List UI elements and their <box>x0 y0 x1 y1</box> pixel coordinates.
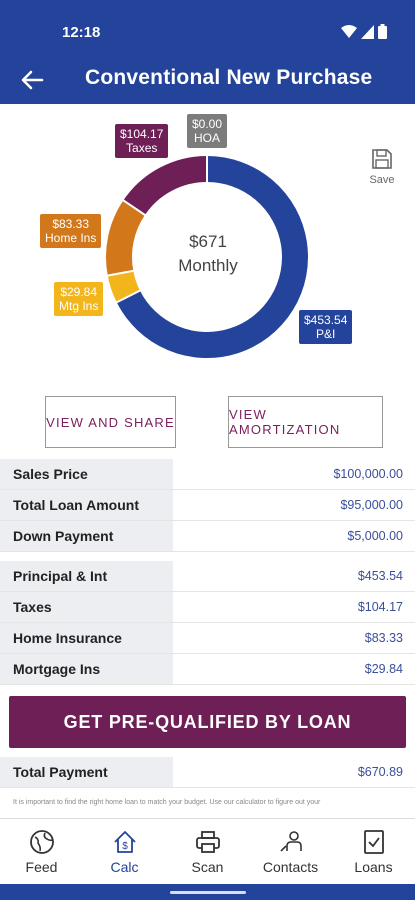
donut-chart <box>106 155 308 358</box>
payment-breakdown-chart: $671 Monthly $104.17 Taxes $0.00 HOA $83… <box>0 104 415 384</box>
callout-pi: $453.54 P&I <box>299 310 353 344</box>
save-label: Save <box>369 174 395 186</box>
slice-pi <box>116 156 308 358</box>
row-label: Mortgage Ins <box>0 654 173 684</box>
checklist-icon <box>363 830 384 854</box>
disclaimer-text: It is important to find the right home l… <box>13 799 321 806</box>
bottom-navigation: Feed $ Calc Scan Contacts Loans <box>0 818 415 884</box>
nav-item-label: Contacts <box>262 859 319 875</box>
callout-taxes-amount: $104.17 <box>120 127 164 141</box>
callout-pi-amount: $453.54 <box>304 313 348 327</box>
table-row: Principal & Int $453.54 <box>0 561 415 592</box>
callout-taxes-label: Taxes <box>126 141 158 155</box>
callout-home-ins-label: Home Ins <box>45 231 97 245</box>
app-bar: Conventional New Purchase <box>0 56 415 104</box>
callout-pi-label: P&I <box>316 327 336 341</box>
view-amortization-button[interactable]: VIEW AMORTIZATION <box>228 396 383 448</box>
table-row: Total Payment $670.89 <box>0 757 415 788</box>
nav-item-label: Calc <box>110 859 139 875</box>
house-dollar-icon: $ <box>113 831 136 853</box>
total-payment-value: $670.89 <box>357 765 403 779</box>
total-payment-table: Total Payment $670.89 <box>0 757 415 788</box>
row-label: Home Insurance <box>0 623 173 653</box>
status-bar: 12:18 <box>0 0 415 56</box>
callout-home-ins-amount: $83.33 <box>52 217 90 231</box>
system-navigation-bar <box>0 884 415 900</box>
slice-divider <box>106 269 135 277</box>
slice-divider <box>121 198 147 217</box>
table-row: Mortgage Ins $29.84 <box>0 654 415 685</box>
row-label: Total Loan Amount <box>0 490 173 520</box>
row-value: $5,000.00 <box>347 529 403 543</box>
row-label: Down Payment <box>0 521 173 551</box>
wifi-icon <box>341 24 357 38</box>
callout-mtg-ins-amount: $29.84 <box>60 285 98 299</box>
row-label: Taxes <box>0 592 173 622</box>
table-row: Down Payment $5,000.00 <box>0 521 415 552</box>
nav-item-feed[interactable]: Feed <box>0 819 83 885</box>
table-row: Sales Price $100,000.00 <box>0 459 415 490</box>
page-title: Conventional New Purchase <box>85 66 373 89</box>
save-button[interactable]: Save <box>364 148 400 186</box>
chart-center-label: Monthly <box>178 256 238 275</box>
loan-summary-table: Sales Price $100,000.00 Total Loan Amoun… <box>0 459 415 552</box>
nav-item-calc[interactable]: $ Calc <box>83 819 166 885</box>
callout-hoa: $0.00 HOA <box>187 114 228 148</box>
callout-hoa-label: HOA <box>194 131 221 145</box>
get-pre-qualified-button[interactable]: GET PRE-QUALIFIED BY LOAN <box>9 696 406 748</box>
status-icons <box>341 24 387 39</box>
callout-home-ins: $83.33 Home Ins <box>40 214 102 248</box>
row-value: $100,000.00 <box>333 467 403 481</box>
nav-item-scan[interactable]: Scan <box>166 819 249 885</box>
table-row: Total Loan Amount $95,000.00 <box>0 490 415 521</box>
contacts-icon <box>279 831 302 852</box>
callout-mtg-ins: $29.84 Mtg Ins <box>54 282 104 316</box>
row-value: $95,000.00 <box>340 498 403 512</box>
slice-home-ins <box>106 200 146 276</box>
save-icon <box>372 149 392 169</box>
chart-center-amount: $671 <box>189 232 227 251</box>
total-payment-label: Total Payment <box>0 757 173 787</box>
nav-item-label: Feed <box>25 859 58 875</box>
nav-item-label: Loans <box>354 859 393 875</box>
callout-mtg-ins-label: Mtg Ins <box>59 299 99 313</box>
row-label: Sales Price <box>0 459 173 489</box>
table-row: Taxes $104.17 <box>0 592 415 623</box>
nav-item-contacts[interactable]: Contacts <box>249 819 332 885</box>
svg-text:$: $ <box>122 841 128 852</box>
row-label: Principal & Int <box>0 561 173 591</box>
signal-icon <box>361 24 374 39</box>
slice-divider <box>115 289 142 304</box>
row-value: $83.33 <box>364 631 403 645</box>
view-and-share-button[interactable]: VIEW AND SHARE <box>45 396 176 448</box>
printer-icon <box>195 831 220 853</box>
callout-hoa-amount: $0.00 <box>192 117 223 131</box>
globe-icon <box>29 830 54 854</box>
callout-taxes: $104.17 Taxes <box>115 124 169 158</box>
row-value: $104.17 <box>357 600 403 614</box>
slice-taxes <box>123 156 208 216</box>
payment-breakdown-table: Principal & Int $453.54 Taxes $104.17 Ho… <box>0 561 415 685</box>
battery-icon <box>378 24 387 39</box>
row-value: $453.54 <box>357 569 403 583</box>
status-time: 12:18 <box>62 24 101 41</box>
slice-mtg-ins <box>107 270 141 303</box>
back-arrow-icon[interactable] <box>18 66 46 94</box>
row-value: $29.84 <box>364 662 403 676</box>
home-indicator[interactable] <box>170 891 246 894</box>
table-row: Home Insurance $83.33 <box>0 623 415 654</box>
nav-item-label: Scan <box>191 859 224 875</box>
nav-item-loans[interactable]: Loans <box>332 819 415 885</box>
